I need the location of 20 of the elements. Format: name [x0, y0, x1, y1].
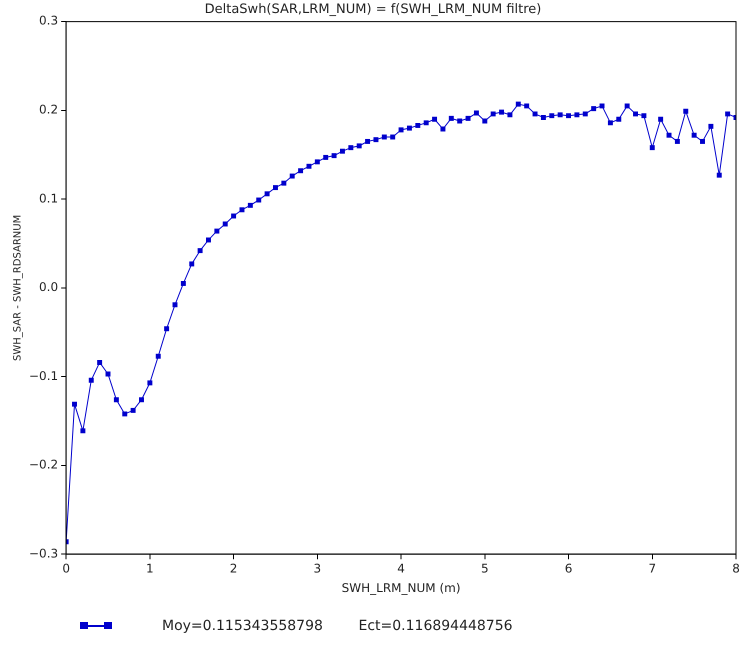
text: Moy=0.115343558798 Ect=0.116894448756 — [162, 618, 513, 634]
y-tick-label: −0.2 — [29, 458, 58, 472]
x-tick-label: 4 — [397, 562, 405, 576]
x-tick-label: 8 — [732, 562, 740, 576]
x-tick-label: 0 — [62, 562, 70, 576]
y-tick-label: −0.3 — [29, 546, 58, 560]
y-axis-title: SWH_SAR - SWH_RDSARNUM — [12, 214, 24, 361]
x-tick-label: 3 — [314, 562, 322, 576]
chart-title: DeltaSwh(SAR,LRM_NUM) = f(SWH_LRM_NUM filtre) — [204, 2, 542, 18]
y-tick-label: 0.2 — [39, 102, 58, 116]
x-tick-label: 2 — [230, 562, 238, 576]
x-tick-label: 5 — [480, 562, 489, 576]
x-tick-label: 7 — [648, 562, 656, 576]
y-tick-label: 0.1 — [39, 191, 58, 206]
y-tick-label: −0.1 — [29, 368, 58, 383]
y-tick-label: 0.3 — [39, 14, 58, 28]
x-axis-title: SWH_LRM_NUM (m) — [342, 580, 461, 595]
x-tick-label: 6 — [564, 562, 572, 576]
y-tick-label: 0.0 — [39, 280, 58, 294]
x-tick-label: 1 — [146, 562, 154, 576]
